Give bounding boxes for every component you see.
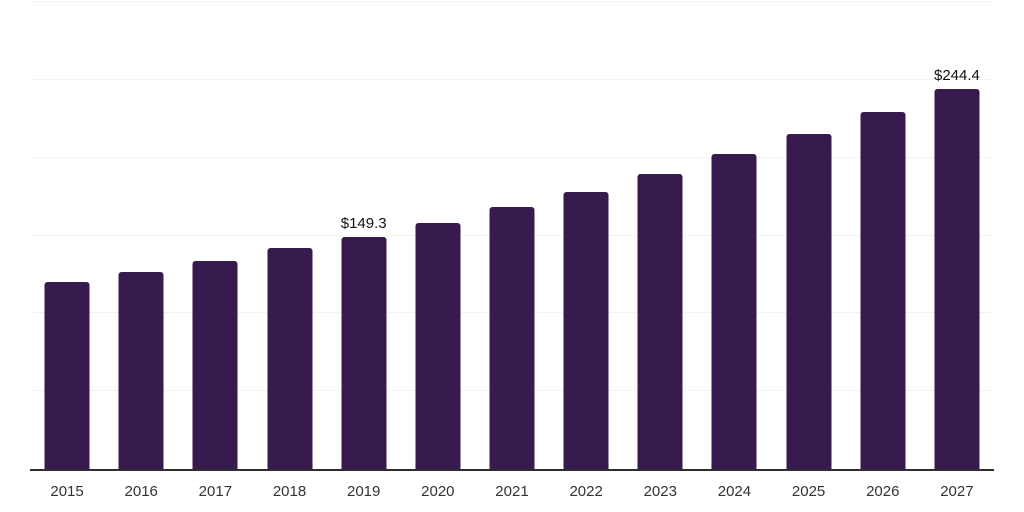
bar-2020[interactable]	[415, 222, 461, 469]
bar-2027[interactable]	[934, 88, 980, 469]
plot-area: $149.3 $244.4	[30, 1, 994, 471]
bar-2026[interactable]	[860, 111, 906, 469]
gridline-250	[30, 78, 994, 80]
bar-2022[interactable]	[563, 191, 609, 469]
bar-2019[interactable]	[341, 236, 387, 469]
bar-value-label-2027: $244.4	[933, 66, 980, 84]
bar-2025[interactable]	[786, 133, 832, 469]
x-axis-label-2024: 2024	[717, 483, 752, 500]
bar-2023[interactable]	[637, 173, 683, 469]
gridline-200	[30, 156, 994, 158]
x-axis-label-2020: 2020	[421, 483, 455, 500]
x-axis-label-2026: 2026	[866, 483, 900, 500]
bar-2017[interactable]	[192, 261, 238, 469]
x-axis-label-2027: 2027	[940, 483, 974, 500]
x-axis-label-2019: 2019	[346, 483, 381, 500]
bar-2018[interactable]	[267, 247, 313, 469]
x-axis-labels: 2015 2016 2017 2018 2019 2020 2021 2022 2023 2024…	[30, 482, 994, 504]
bar-2016[interactable]	[118, 271, 164, 469]
bar-2024[interactable]	[711, 154, 757, 469]
x-axis-label-2016: 2016	[124, 483, 158, 500]
x-axis-label-2023: 2023	[643, 483, 677, 500]
bar-2015[interactable]	[44, 281, 90, 469]
gridline-300	[30, 1, 994, 2]
x-axis-label-2018: 2018	[272, 483, 307, 500]
x-axis-label-2017: 2017	[198, 483, 233, 500]
x-axis-line	[30, 469, 994, 471]
x-axis-label-2025: 2025	[791, 483, 826, 500]
x-axis-label-2022: 2022	[569, 483, 603, 500]
x-axis-label-2015: 2015	[50, 483, 84, 500]
bar-value-label-2019: $149.3	[340, 214, 387, 232]
x-axis-label-2021: 2021	[495, 483, 529, 500]
bar-2021[interactable]	[489, 207, 535, 469]
